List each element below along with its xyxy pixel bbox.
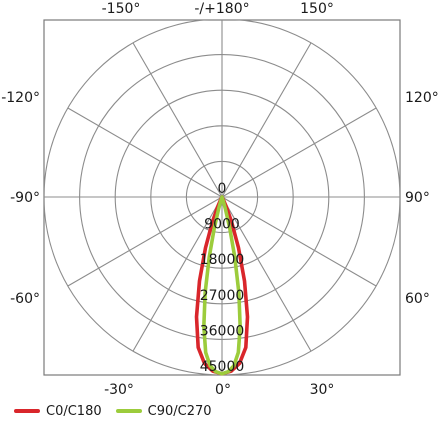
series-curve-c90-c270 (202, 195, 242, 376)
angle-label-left-2: -90° (10, 190, 40, 206)
angle-label-bottom-1: -30° (104, 382, 134, 398)
grid-spoke (221, 42, 312, 198)
legend: C0/C180 C90/C270 (14, 403, 226, 419)
radial-tick-label: 27000 (200, 288, 245, 304)
polar-grid (44, 20, 400, 375)
legend-label-c90-c270: C90/C270 (147, 403, 212, 419)
legend-item-c90-c270: C90/C270 (115, 403, 212, 419)
series-curves (194, 195, 250, 376)
legend-item-c0-c180: C0/C180 (14, 404, 102, 419)
angle-label-right-3: 60° (405, 291, 430, 307)
grid-spoke (67, 107, 223, 198)
grid-spoke (221, 196, 377, 287)
radial-tick-label: 36000 (200, 323, 245, 339)
angle-label-left-3: -60° (10, 291, 40, 307)
legend-swatch-c90-c270 (115, 409, 142, 413)
grid-spoke (132, 42, 223, 198)
angle-label-top-1: -150° (102, 1, 141, 17)
radial-tick-labels: 0 9000 18000 27000 36000 45000 (200, 181, 245, 375)
radial-tick-label: 9000 (204, 217, 240, 233)
radial-tick-label: 0 (218, 181, 227, 197)
radial-tick-label: 45000 (200, 359, 245, 375)
radial-tick-label: 18000 (200, 252, 245, 268)
grid-spoke (67, 196, 223, 287)
grid-spoke (221, 107, 377, 198)
legend-label-c0-c180: C0/C180 (46, 403, 102, 419)
angle-label-top-3: 150° (300, 1, 334, 17)
angle-label-right-2: 90° (405, 190, 430, 206)
grid-spoke (221, 196, 312, 352)
angle-label-bottom-2: 0° (215, 382, 231, 398)
angle-label-bottom-3: 30° (310, 382, 335, 398)
angle-label-top-2: -/+180° (194, 1, 249, 17)
angle-label-right-1: 120° (405, 90, 439, 106)
legend-swatch-c0-c180 (14, 409, 40, 413)
angle-label-left-1: -120° (1, 90, 40, 106)
grid-spoke (132, 196, 223, 352)
